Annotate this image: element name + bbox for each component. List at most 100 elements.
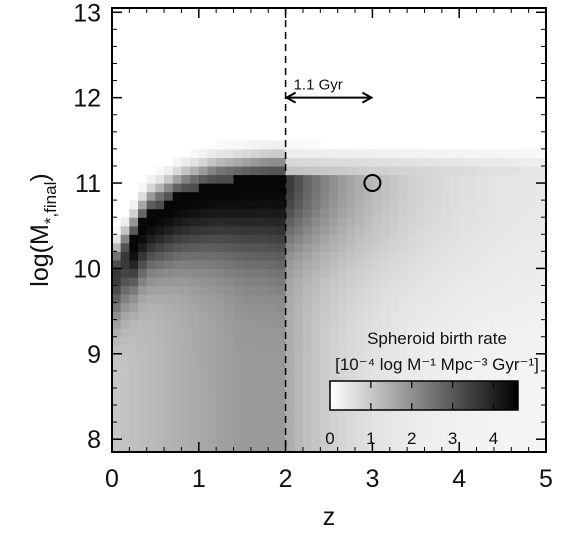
heatmap-cell (294, 319, 304, 329)
heatmap-cell (346, 430, 356, 440)
heatmap-cell (250, 234, 261, 244)
heatmap-cell (476, 319, 486, 329)
heatmap-cell (337, 165, 347, 176)
heatmap-cell (337, 200, 347, 210)
heatmap-cell (346, 191, 356, 201)
heatmap-cell (346, 174, 356, 184)
heatmap-cell (476, 285, 486, 295)
heatmap-cell (190, 413, 200, 423)
heatmap-cell (337, 234, 347, 244)
heatmap-cell (250, 311, 261, 321)
heatmap-cell (129, 422, 139, 432)
heatmap-cell (216, 174, 226, 184)
heatmap-cell (112, 353, 122, 363)
heatmap-cell (112, 319, 122, 329)
heatmap-cell (485, 191, 495, 201)
heatmap-cell (372, 183, 382, 193)
heatmap-cell (285, 319, 295, 329)
heatmap-cell (146, 268, 156, 278)
heatmap-cell (381, 157, 391, 167)
heatmap-cell (207, 447, 217, 453)
heatmap-cell (311, 234, 321, 244)
heatmap-cell (198, 311, 209, 321)
heatmap-cell (441, 183, 452, 193)
heatmap-cell (164, 328, 174, 338)
heatmap-cell (363, 165, 373, 176)
heatmap-cell (233, 379, 243, 389)
heatmap-cell (198, 234, 209, 244)
heatmap-cell (190, 336, 200, 346)
heatmap-cell (207, 345, 217, 355)
heatmap-cell (155, 217, 165, 227)
heatmap-cell (398, 311, 408, 321)
heatmap-cell (511, 183, 521, 193)
colorbar: Spheroid birth rate [10⁻⁴ log M⁻¹ Mpc⁻³ … (325, 329, 539, 448)
heatmap-cell (112, 370, 122, 381)
heatmap-cell (493, 268, 504, 278)
heatmap-cell (511, 345, 521, 355)
heatmap-cell (528, 353, 538, 363)
heatmap-cell (433, 148, 443, 159)
heatmap-cell (233, 174, 243, 184)
heatmap-cell (355, 294, 365, 304)
heatmap-cell (172, 234, 183, 244)
heatmap-cell (276, 148, 287, 159)
heatmap-cell (285, 396, 295, 406)
heatmap-cell (276, 165, 287, 176)
heatmap-cell (242, 345, 252, 355)
heatmap-cell (502, 276, 512, 287)
heatmap-cell (276, 157, 287, 167)
heatmap-cell (190, 191, 200, 201)
x-tick-label: 5 (539, 465, 553, 493)
heatmap-cell (493, 294, 504, 304)
heatmap-cell (311, 302, 321, 312)
heatmap-cell (337, 336, 347, 346)
heatmap-cell (294, 430, 304, 440)
heatmap-cell (424, 148, 434, 159)
heatmap-cell (250, 294, 261, 304)
heatmap-cell (302, 217, 313, 227)
heatmap-cell (250, 208, 261, 218)
heatmap-cell (433, 311, 443, 321)
heatmap-cell (207, 336, 217, 346)
heatmap-cell (511, 302, 521, 312)
heatmap-cell (424, 251, 434, 261)
heatmap-cell (311, 285, 321, 295)
heatmap-cell (459, 200, 469, 210)
heatmap-cell (164, 208, 174, 218)
heatmap-cell (120, 447, 130, 453)
heatmap-cell (407, 165, 417, 176)
heatmap-cell (224, 157, 235, 167)
heatmap-cell (155, 208, 165, 218)
heatmap-cell (407, 268, 417, 278)
heatmap-cell (459, 183, 469, 193)
heatmap-cell (450, 268, 460, 278)
heatmap-cell (502, 311, 512, 321)
heatmap-cell (276, 319, 287, 329)
heatmap-cell (407, 234, 417, 244)
plot-frame (111, 7, 547, 453)
heatmap-cell (372, 157, 382, 167)
heatmap-cell (302, 430, 313, 440)
heatmap-cell (398, 439, 408, 449)
arrow-left-head (284, 91, 297, 104)
heatmap-cell (250, 370, 261, 381)
heatmap-cell (381, 234, 391, 244)
heatmap-cell (337, 439, 347, 449)
heatmap-cell (476, 217, 486, 227)
heatmap-cell (311, 200, 321, 210)
heatmap-cell (467, 294, 478, 304)
heatmap-cell (294, 276, 304, 287)
heatmap-cell (242, 157, 252, 167)
heatmap-cell (467, 148, 478, 159)
heatmap-cell (146, 387, 156, 398)
heatmap-cell (355, 336, 365, 346)
heatmap-cell (320, 353, 330, 363)
heatmap-cell (381, 285, 391, 295)
heatmap-cell (320, 251, 330, 261)
heatmap-cell (138, 242, 148, 252)
heatmap-cell (346, 276, 356, 287)
heatmap-cell (302, 225, 313, 235)
heatmap-cell (511, 191, 521, 201)
heatmap-cell (112, 302, 122, 312)
